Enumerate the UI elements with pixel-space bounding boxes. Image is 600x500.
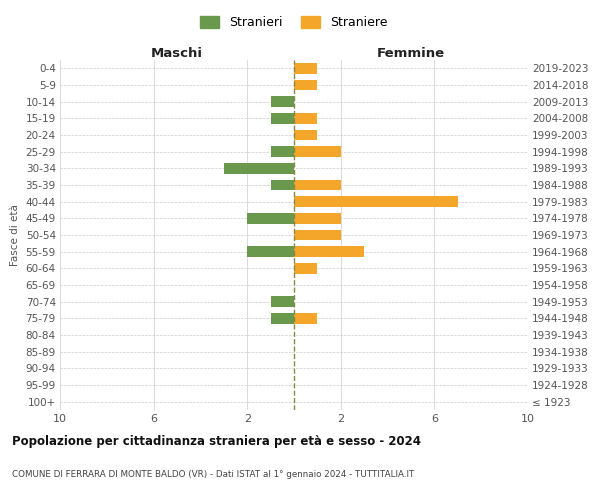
Bar (271, 180, 294, 190)
Y-axis label: Fasce di età: Fasce di età (10, 204, 20, 266)
Bar (224, 163, 294, 174)
Bar (271, 313, 294, 324)
Bar (247, 213, 294, 224)
Bar (294, 180, 341, 190)
Bar (294, 113, 317, 124)
Bar (271, 113, 294, 124)
Text: COMUNE DI FERRARA DI MONTE BALDO (VR) - Dati ISTAT al 1° gennaio 2024 - TUTTITAL: COMUNE DI FERRARA DI MONTE BALDO (VR) - … (12, 470, 415, 479)
Bar (294, 230, 341, 240)
Legend: Stranieri, Straniere: Stranieri, Straniere (196, 11, 392, 34)
Bar (294, 130, 317, 140)
Bar (294, 313, 317, 324)
Text: Femmine: Femmine (377, 47, 445, 60)
Bar (294, 246, 364, 257)
Text: Popolazione per cittadinanza straniera per età e sesso - 2024: Popolazione per cittadinanza straniera p… (12, 435, 421, 448)
Bar (271, 296, 294, 307)
Bar (294, 213, 341, 224)
Bar (294, 63, 317, 74)
Bar (294, 80, 317, 90)
Text: Maschi: Maschi (151, 47, 203, 60)
Bar (247, 246, 294, 257)
Bar (271, 96, 294, 107)
Bar (294, 263, 317, 274)
Bar (294, 196, 458, 207)
Bar (271, 146, 294, 157)
Bar (294, 146, 341, 157)
